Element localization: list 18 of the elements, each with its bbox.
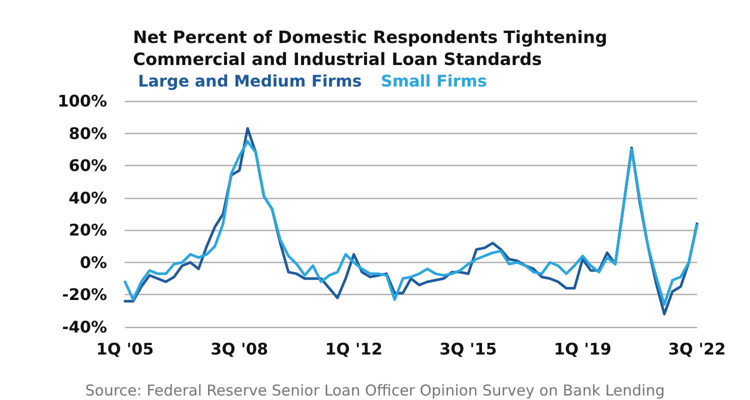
- y-tick-label: 20%: [68, 220, 107, 240]
- y-tick-label: 60%: [68, 156, 107, 176]
- y-tick-label: 0%: [80, 252, 107, 272]
- chart-title: Net Percent of Domestic Respondents Tightening Commercial and Industrial Loan Standards: [133, 28, 614, 70]
- y-tick-label: -20%: [62, 285, 107, 304]
- x-tick-label: 3Q '08: [210, 340, 268, 358]
- y-tick-label: -40%: [62, 318, 107, 336]
- text: Large and Medium Firms: [138, 72, 362, 90]
- y-tick-label: 100%: [58, 92, 107, 110]
- x-tick-label: 1Q '19: [554, 340, 612, 358]
- x-tick-label: 3Q '22: [668, 340, 726, 358]
- y-tick-label: 80%: [68, 124, 107, 143]
- text: Small Firms: [380, 72, 487, 90]
- y-tick-label: 40%: [68, 188, 107, 208]
- x-tick-label: 1Q '12: [325, 340, 383, 358]
- x-tick-label: 1Q '05: [96, 340, 154, 358]
- x-tick-label: 3Q '15: [439, 340, 497, 358]
- source-note: Source: Federal Reserve Senior Loan Officer Opinion Survey on Bank Lending: [85, 382, 665, 400]
